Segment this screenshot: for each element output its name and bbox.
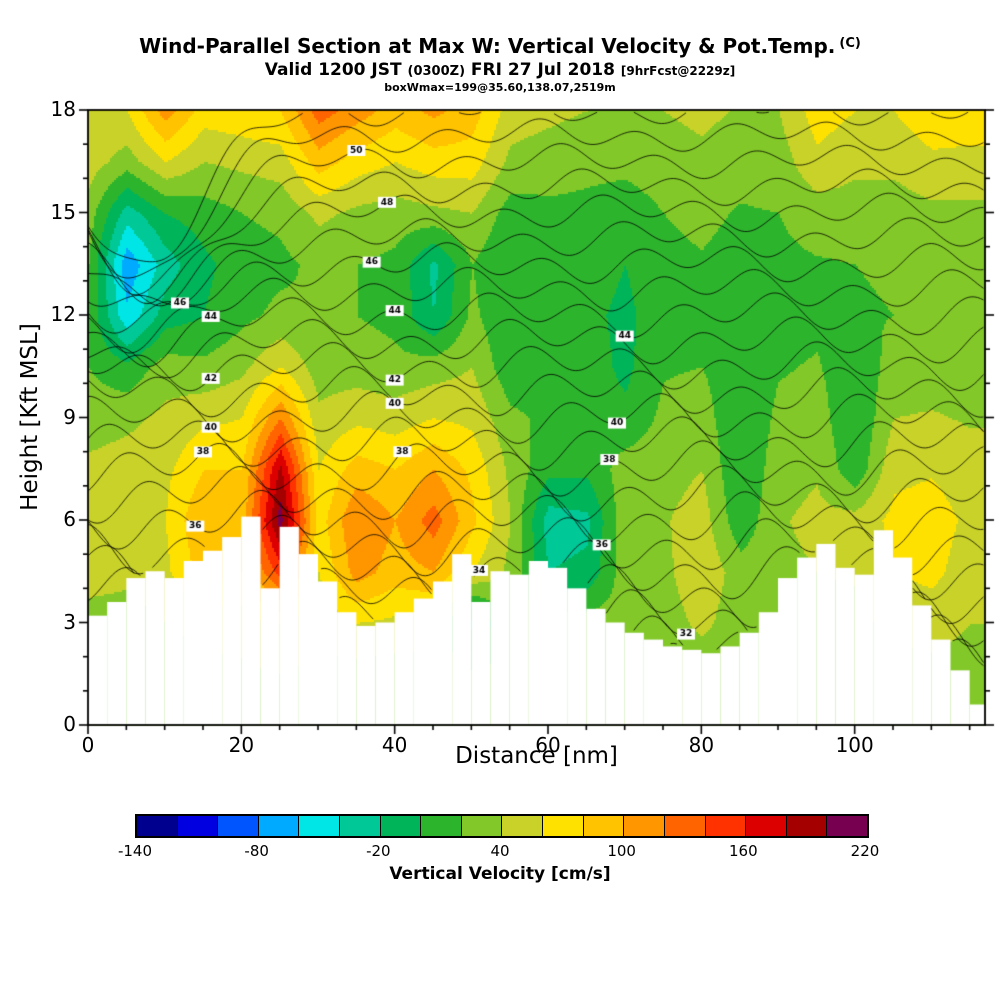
colorbar-chip [746, 816, 787, 836]
x-tick-label: 0 [81, 733, 95, 757]
colorbar-chip [218, 816, 259, 836]
y-tick-label: 6 [63, 507, 76, 531]
colorbar-chip [583, 816, 625, 836]
x-tick-label: 60 [535, 733, 561, 757]
colorbar-chip [827, 816, 867, 836]
valid-time: Valid 1200 JST [264, 60, 408, 80]
colorbar-tick-label: -80 [244, 842, 269, 860]
y-tick-label: 9 [63, 404, 76, 429]
colorbar-chip [786, 816, 828, 836]
colorbar-chip [258, 816, 300, 836]
colorbar-chip [421, 816, 462, 836]
colorbar-chip [664, 816, 706, 836]
colorbar-tick-label: 220 [850, 842, 880, 860]
colorbar-tick-label: 100 [607, 842, 636, 860]
colorbar-tick-label: -140 [117, 842, 153, 860]
y-tick-label: 0 [63, 712, 76, 736]
colorbar-chip [624, 816, 665, 836]
x-tick-label: 40 [381, 733, 408, 757]
chart-title-unit: (C) [839, 36, 861, 51]
colorbar-chip [137, 816, 178, 836]
colorbar-chip [299, 816, 341, 836]
colorbar-chip [461, 816, 503, 836]
x-axis-label: Distance [nm] [455, 743, 618, 769]
colorbar-chip [380, 816, 422, 836]
x-tick-label: 20 [228, 733, 255, 757]
x-tick-label: 100 [835, 733, 874, 757]
valid-time-utc: (0300Z) [407, 64, 466, 79]
chart-title: Wind-Parallel Section at Max W: Vertical… [0, 34, 1000, 58]
colorbar-caption: Vertical Velocity [cm/s] [389, 864, 611, 884]
valid-date: FRI 27 Jul 2018 [465, 60, 621, 80]
boxwmax-annotation: boxWmax=199@35.60,138.07,2519m [384, 81, 616, 94]
y-tick-label: 18 [50, 97, 76, 121]
chart-title-text: Wind-Parallel Section at Max W: Vertical… [139, 34, 836, 58]
colorbar-chip [177, 816, 219, 836]
colorbar [135, 814, 869, 838]
colorbar-tick-label: 40 [490, 842, 510, 860]
y-tick-label: 3 [63, 609, 76, 634]
colorbar-chip [543, 816, 584, 836]
x-tick-label: 80 [688, 733, 715, 757]
y-tick-label: 12 [50, 302, 76, 326]
chart-subtitle: Valid 1200 JST (0300Z) FRI 27 Jul 2018 [… [0, 60, 1000, 80]
colorbar-chip [705, 816, 747, 836]
colorbar-chip [340, 816, 381, 836]
colorbar-chip [502, 816, 544, 836]
forecast-tag: [9hrFcst@2229z] [620, 64, 736, 78]
colorbar-tick-label: 160 [729, 842, 758, 860]
colorbar-tick-label: -20 [366, 842, 391, 860]
y-tick-label: 15 [50, 199, 76, 224]
